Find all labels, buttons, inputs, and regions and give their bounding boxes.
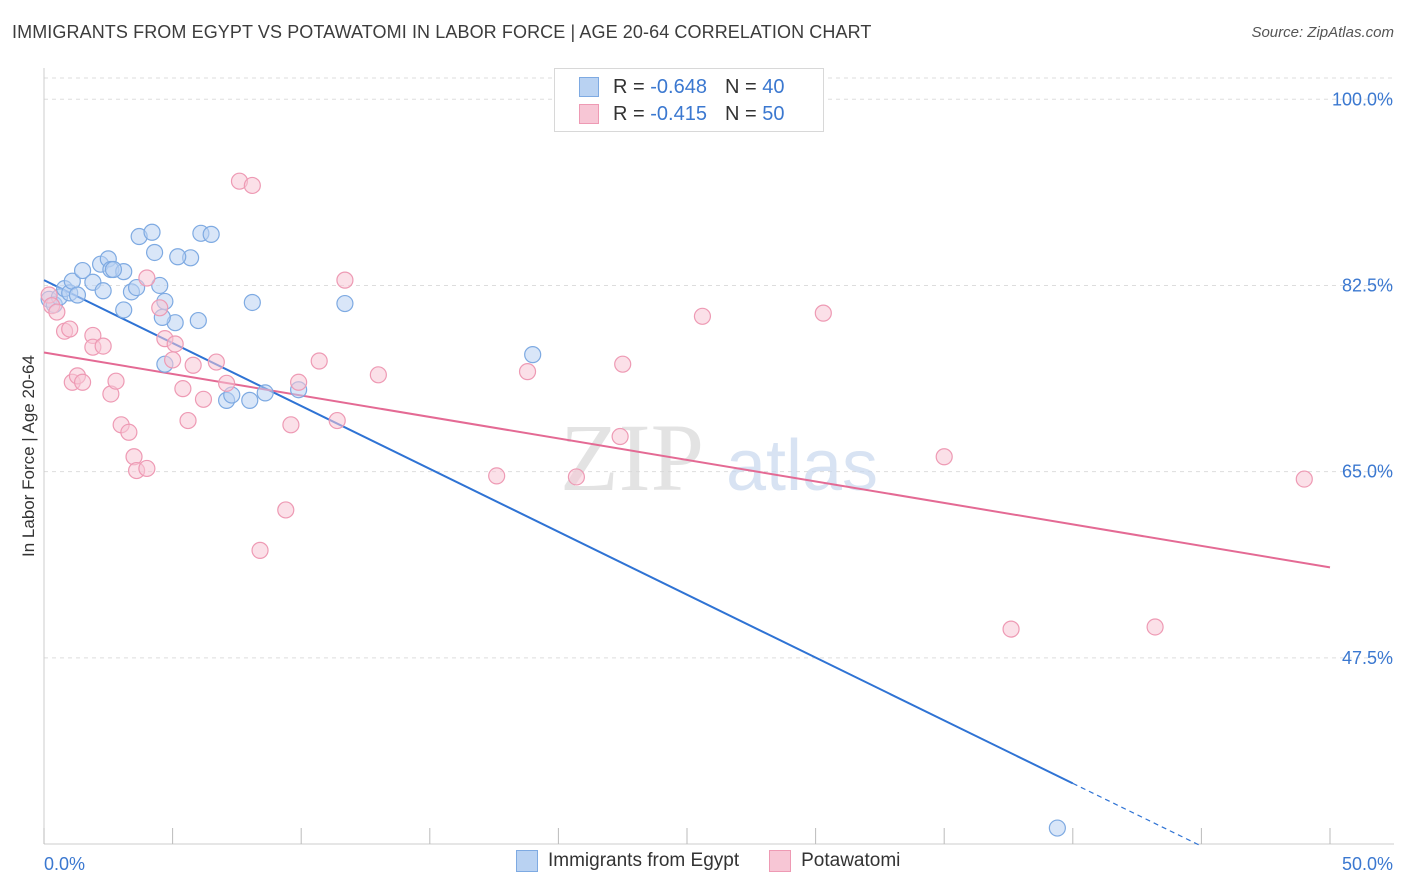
legend-r-value: -0.415 (650, 102, 707, 125)
egypt-point (68, 286, 87, 304)
source-credit: Source: ZipAtlas.com (1251, 24, 1394, 41)
series-legend-potawatomi: Potawatomi (769, 850, 900, 872)
y-tick-label: 100.0% (1332, 89, 1393, 109)
egypt-point (104, 260, 123, 279)
potawatomi-point (290, 373, 308, 391)
potawatomi-point (814, 304, 832, 322)
potawatomi-point (138, 459, 156, 478)
watermark-atlas: atlas (726, 426, 878, 506)
potawatomi-point (567, 468, 586, 486)
potawatomi-point (243, 176, 261, 195)
legend-swatch-egypt (579, 77, 599, 97)
egypt-point (151, 276, 169, 295)
potawatomi-point (369, 366, 387, 384)
grid-lines (44, 77, 1394, 659)
stats-legend: R = -0.648 N = 40 R = -0.415 N = 50 (554, 68, 824, 132)
egypt-point (241, 391, 259, 409)
potawatomi-point (277, 501, 295, 519)
egypt-trendline-extension (1072, 782, 1202, 847)
egypt-point (524, 346, 542, 364)
potawatomi-point (73, 373, 92, 391)
legend-n-label: N = (724, 102, 757, 125)
potawatomi-point (282, 416, 300, 434)
series-legend: Immigrants from Egypt Potawatomi (516, 850, 930, 872)
potawatomi-point (336, 271, 354, 289)
potawatomi-point (138, 269, 156, 287)
egypt-point (94, 282, 112, 300)
egypt-point (1048, 819, 1066, 837)
y-tick-label: 82.5% (1342, 275, 1393, 295)
potawatomi-point (1146, 618, 1164, 636)
egypt-point (256, 384, 274, 402)
legend-row-egypt: R = -0.648 N = 40 (579, 74, 784, 100)
legend-n-label: N = (724, 75, 757, 98)
legend-swatch-potawatomi (579, 104, 599, 124)
egypt-point (145, 243, 164, 262)
x-tick-label: 50.0% (1342, 854, 1393, 874)
y-tick-label: 65.0% (1342, 462, 1393, 482)
data-points (40, 172, 1313, 837)
legend-r-label: R = (613, 75, 645, 98)
potawatomi-point (164, 351, 182, 369)
potawatomi-point (166, 335, 184, 353)
series-swatch-egypt (516, 850, 538, 872)
potawatomi-point (1295, 470, 1313, 488)
trend-lines (43, 279, 1331, 847)
legend-r-value: -0.648 (650, 75, 707, 98)
egypt-point (115, 301, 133, 319)
series-swatch-potawatomi (769, 850, 792, 872)
legend-n-value: 50 (762, 102, 785, 125)
series-label-potawatomi: Potawatomi (801, 850, 901, 871)
egypt-point (243, 293, 261, 312)
x-tick-label: 0.0% (44, 854, 85, 874)
egypt-point (336, 294, 354, 313)
potawatomi-point (328, 411, 346, 430)
potawatomi-point (120, 423, 138, 441)
potawatomi-point (218, 374, 236, 392)
potawatomi-point (614, 355, 632, 373)
potawatomi-point (1002, 620, 1020, 638)
watermark-zip: ZIP (560, 404, 704, 511)
chart-title: IMMIGRANTS FROM EGYPT VS POTAWATOMI IN L… (12, 22, 872, 42)
potawatomi-point (488, 467, 506, 485)
y-axis-label: In Labor Force | Age 20-64 (19, 355, 38, 557)
potawatomi-point (693, 307, 712, 325)
potawatomi-point (251, 541, 269, 559)
potawatomi-point (194, 390, 213, 408)
legend-n-value: 40 (762, 75, 785, 98)
potawatomi-point (518, 363, 537, 381)
tick-labels: 100.0% 82.5% 65.0% 47.5% 0.0% 50.0% (44, 89, 1393, 874)
potawatomi-point (174, 380, 192, 398)
potawatomi-point (107, 372, 125, 390)
egypt-point (189, 311, 207, 330)
potawatomi-point (61, 320, 79, 338)
potawatomi-point (184, 356, 202, 374)
potawatomi-point (935, 448, 953, 466)
potawatomi-point (125, 448, 143, 466)
series-label-egypt: Immigrants from Egypt (548, 850, 740, 871)
potawatomi-point (611, 427, 629, 446)
egypt-trendline (43, 279, 1074, 785)
potawatomi-trendline (43, 351, 1331, 569)
y-tick-label: 47.5% (1342, 648, 1393, 668)
axes (43, 68, 1394, 845)
egypt-point (169, 248, 187, 266)
potawatomi-point (310, 352, 328, 370)
egypt-point (143, 223, 161, 241)
egypt-point (202, 225, 220, 243)
potawatomi-point (179, 411, 197, 430)
potawatomi-point (151, 299, 169, 317)
potawatomi-point (207, 353, 225, 371)
potawatomi-point (48, 303, 66, 321)
watermark: ZIP atlas (560, 404, 878, 511)
potawatomi-point (94, 337, 112, 355)
egypt-point (73, 261, 92, 280)
legend-row-potawatomi: R = -0.415 N = 50 (579, 101, 784, 127)
series-legend-egypt: Immigrants from Egypt (516, 850, 739, 872)
legend-r-label: R = (613, 102, 645, 125)
